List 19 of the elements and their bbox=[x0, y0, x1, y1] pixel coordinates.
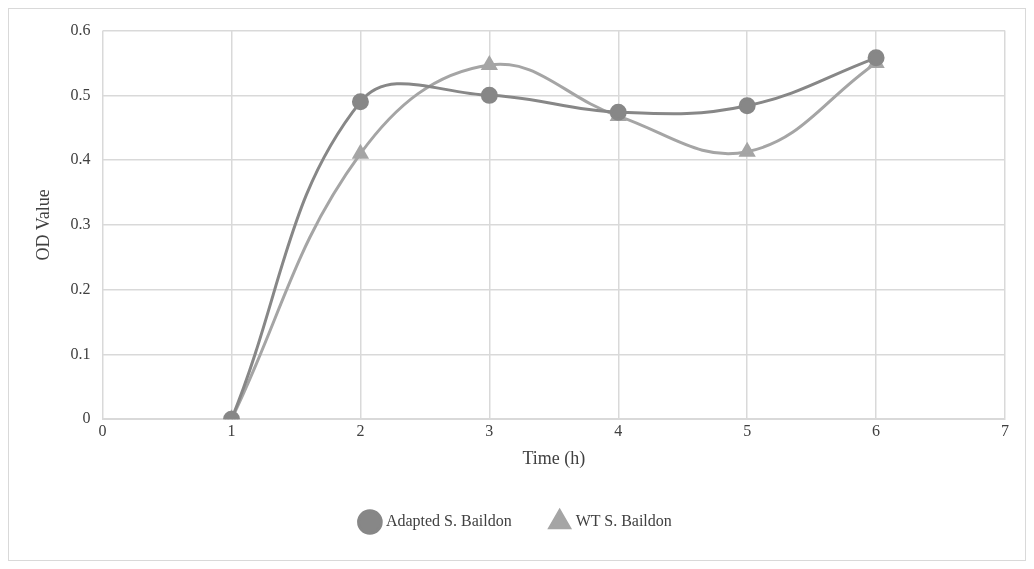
x-tick-label: 7 bbox=[1001, 422, 1009, 439]
legend-label: Adapted S. Baildon bbox=[385, 512, 512, 531]
y-tick-label: 0.2 bbox=[70, 279, 91, 297]
x-tick-label: 5 bbox=[743, 422, 752, 439]
y-tick-label: 0.6 bbox=[70, 20, 91, 38]
x-axis-title: Time (h) bbox=[522, 447, 586, 469]
y-tick-label: 0.3 bbox=[70, 215, 91, 233]
x-tick-label: 2 bbox=[356, 422, 365, 439]
y-tick-label: 0.4 bbox=[70, 150, 91, 168]
x-tick-label: 3 bbox=[485, 422, 494, 439]
y-tick-label: 0 bbox=[82, 409, 91, 427]
y-tick-label: 0.1 bbox=[70, 344, 91, 362]
legend-label: WT S. Baildon bbox=[575, 512, 672, 530]
x-tick-label: 1 bbox=[227, 422, 236, 439]
x-tick-label: 0 bbox=[98, 422, 107, 439]
y-axis-title: OD Value bbox=[32, 189, 53, 261]
x-tick-label: 6 bbox=[872, 422, 881, 439]
y-tick-label: 0.5 bbox=[70, 85, 91, 103]
x-tick-label: 4 bbox=[614, 422, 623, 439]
